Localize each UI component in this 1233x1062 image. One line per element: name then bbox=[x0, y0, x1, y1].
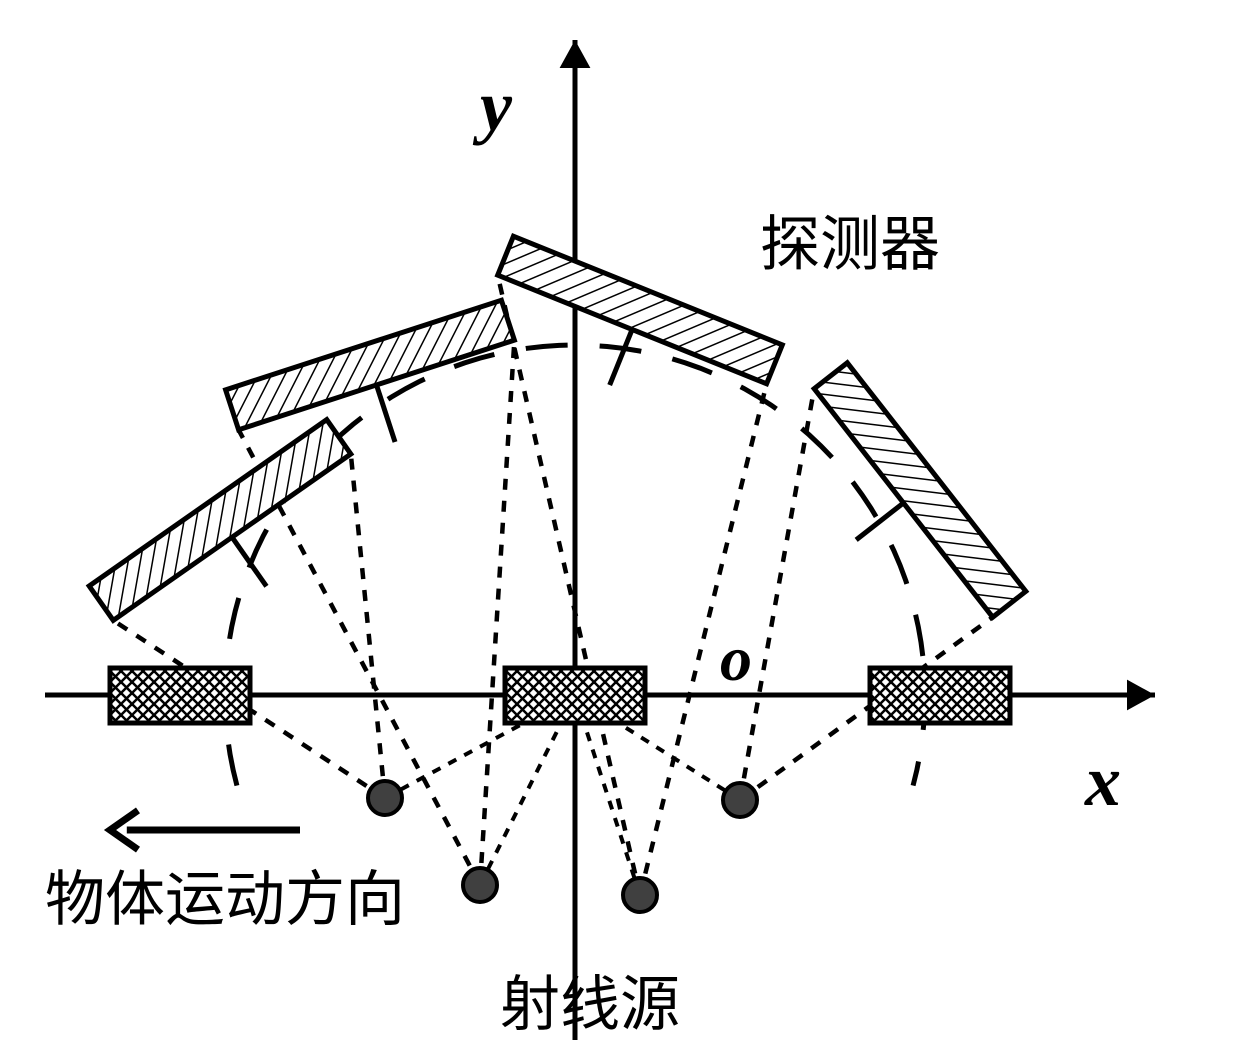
fan-beam-line bbox=[351, 454, 385, 798]
source-dot bbox=[623, 878, 657, 912]
object-box bbox=[110, 668, 250, 723]
source-dot bbox=[723, 783, 757, 817]
origin-label: o bbox=[720, 623, 752, 694]
source-dot bbox=[463, 868, 497, 902]
fan-beam-line bbox=[480, 340, 514, 885]
object-box bbox=[505, 668, 645, 723]
y-axis-label: y bbox=[472, 66, 513, 146]
object-box bbox=[870, 668, 1010, 723]
fan-beam-line bbox=[740, 389, 814, 800]
source-label: 射线源 bbox=[500, 972, 680, 1038]
detector bbox=[767, 363, 1026, 654]
detector-label: 探测器 bbox=[760, 212, 940, 278]
motion-label: 物体运动方向 bbox=[45, 867, 405, 933]
y-axis-arrow bbox=[560, 40, 591, 68]
x-axis-arrow bbox=[1127, 680, 1155, 711]
source-dot bbox=[368, 781, 402, 815]
detector bbox=[475, 236, 782, 439]
detector bbox=[89, 420, 385, 670]
x-axis-label: x bbox=[1084, 741, 1121, 821]
